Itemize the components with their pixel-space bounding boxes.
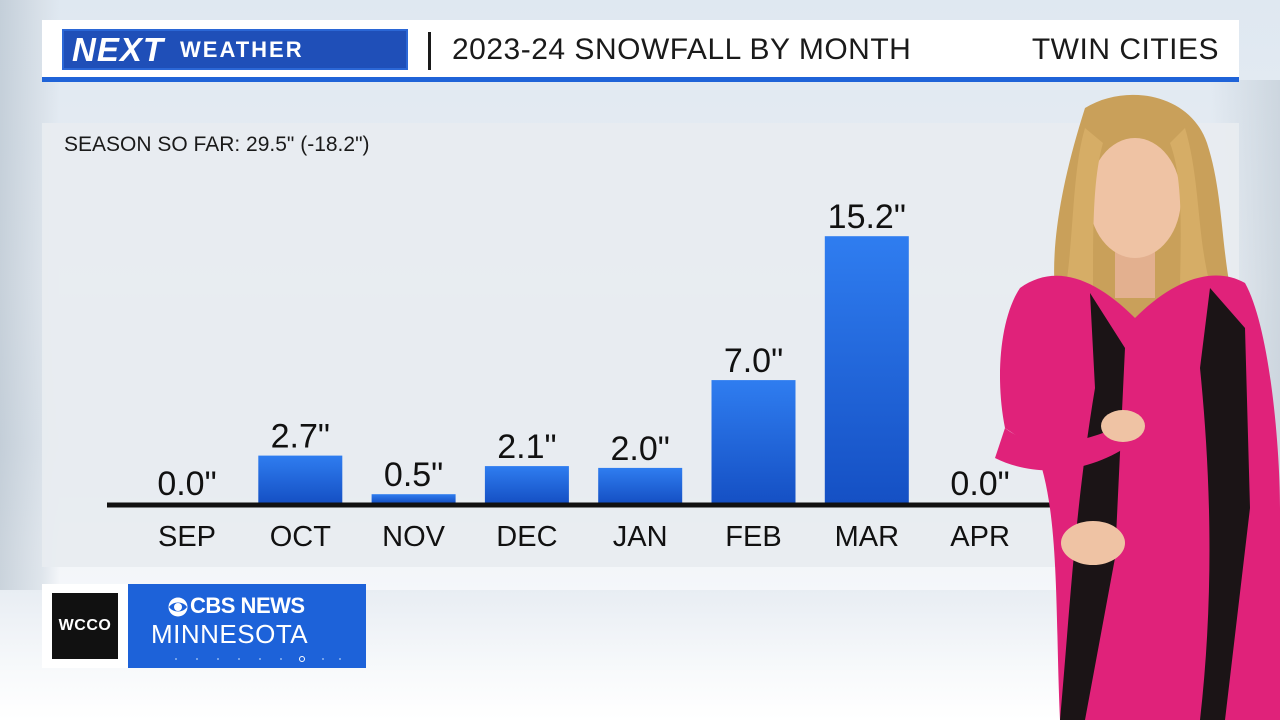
header-bar: NEXT WEATHER 2023-24 SNOWFALL BY MONTH T… [42,20,1239,82]
network-name: CBS NEWS [190,593,305,618]
month-label-sep: SEP [158,521,216,553]
snowfall-bar-chart: 0.0" SEP 2.7" OCT 0.5" NOV 2.1" DEC 2.0" JAN 7.0" F… [107,198,1092,553]
cbs-eye-icon [168,597,188,617]
bar-value-jan: 2.0" [611,430,670,468]
bar-value-dec: 2.1" [497,428,556,466]
bar-value-apr: 0.0" [950,465,1009,503]
chart-title: 2023-24 SNOWFALL BY MONTH [452,33,912,66]
month-label-mar: MAR [835,521,899,553]
dots-divider-icon [175,656,341,662]
location-label: TWIN CITIES [1031,33,1219,66]
month-label-oct: OCT [270,521,332,553]
wcco-label: WCCO [52,593,118,659]
wcco-badge: WCCO [42,584,128,668]
bar-value-oct: 2.7" [271,418,330,456]
bar-oct [258,455,343,503]
bar-value-mar: 15.2" [828,198,906,236]
brand-next-text: NEXT [72,30,165,68]
season-total-note: SEASON SO FAR: 29.5" (-18.2") [64,133,370,156]
bar-dec [484,466,569,503]
bar-mar [824,236,909,503]
bar-feb [711,380,796,503]
header-divider [428,32,431,70]
month-label-feb: FEB [725,521,781,553]
month-label-jan: JAN [613,521,668,553]
station-logo: WCCO CBS NEWS MINNESOTA [42,584,366,668]
next-weather-logo: NEXT WEATHER [62,29,408,70]
bar-value-feb: 7.0" [724,342,783,380]
presenter-figure [995,94,1280,720]
month-label-dec: DEC [496,521,557,553]
month-label-apr: APR [950,521,1010,553]
region-name: MINNESOTA [151,619,309,649]
month-label-nov: NOV [382,521,446,553]
bar-value-sep: 0.0" [157,465,216,503]
cbs-news-minnesota-logo: CBS NEWS MINNESOTA [128,584,366,668]
brand-weather-text: WEATHER [180,36,304,62]
bar-jan [598,467,683,503]
bar-nov [371,494,456,503]
bar-value-nov: 0.5" [384,456,443,494]
